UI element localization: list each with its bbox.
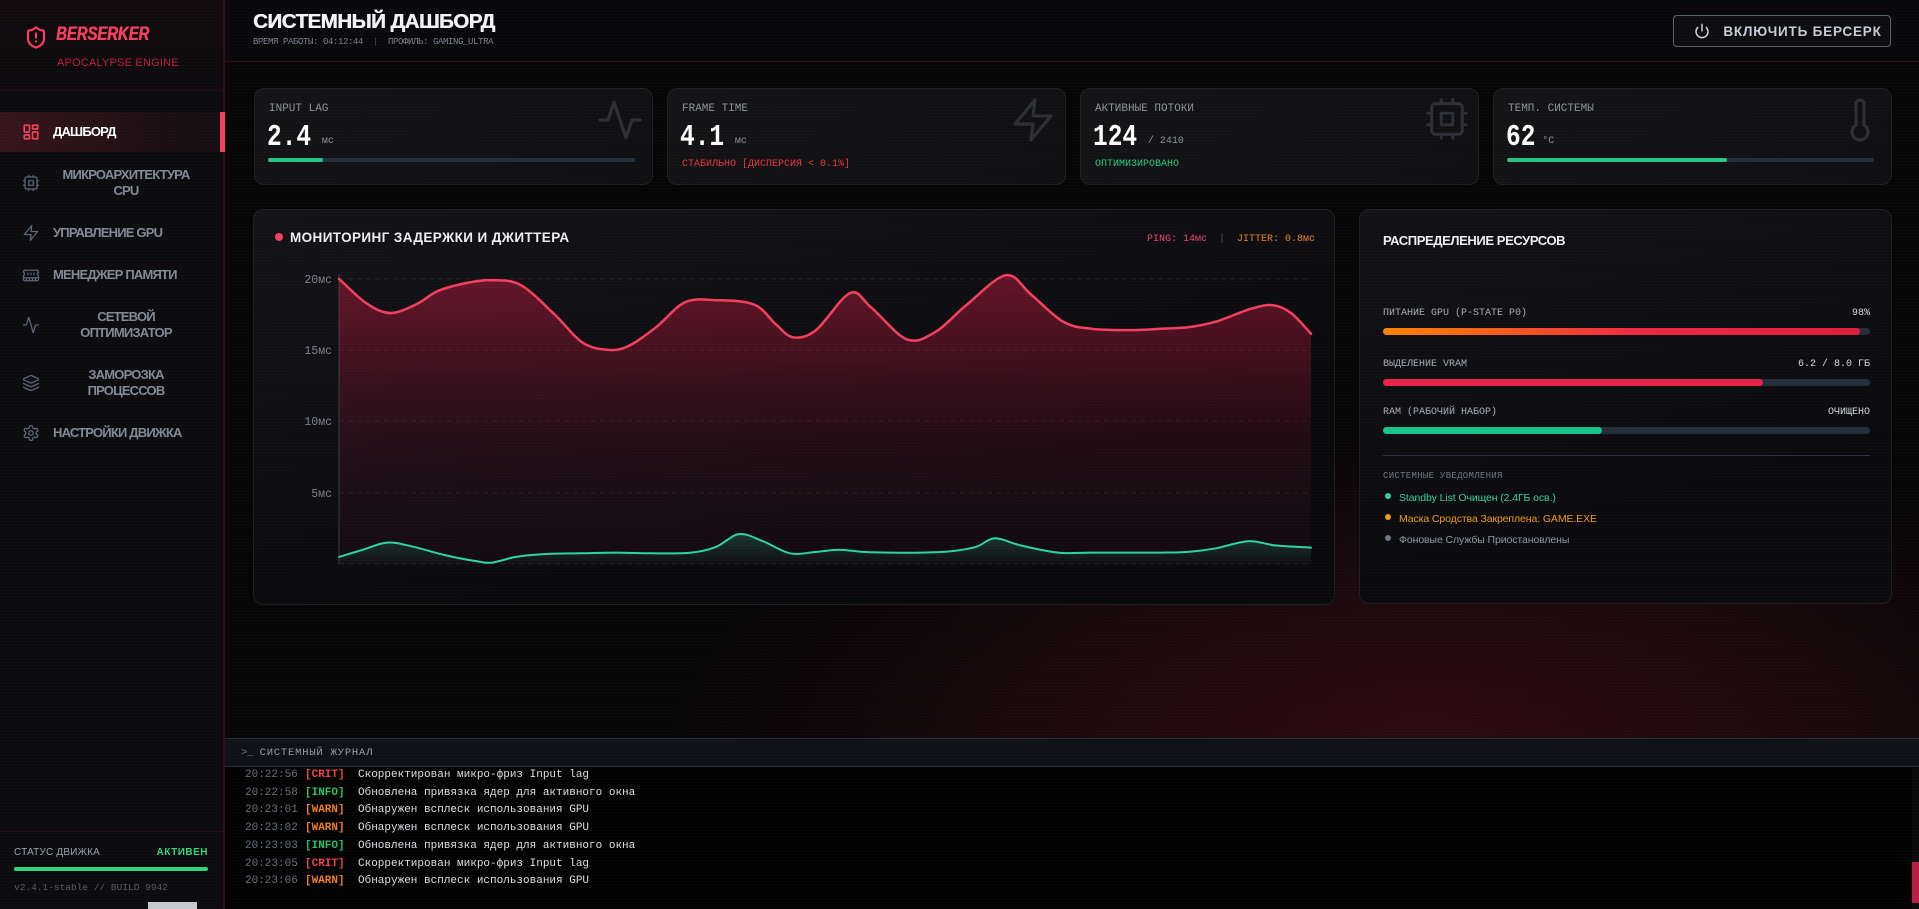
svg-text:15мс: 15мс	[304, 345, 332, 358]
svg-text:5мс: 5мс	[311, 488, 332, 501]
svg-text:10мс: 10мс	[304, 416, 332, 429]
svg-text:20мс: 20мс	[304, 274, 332, 287]
